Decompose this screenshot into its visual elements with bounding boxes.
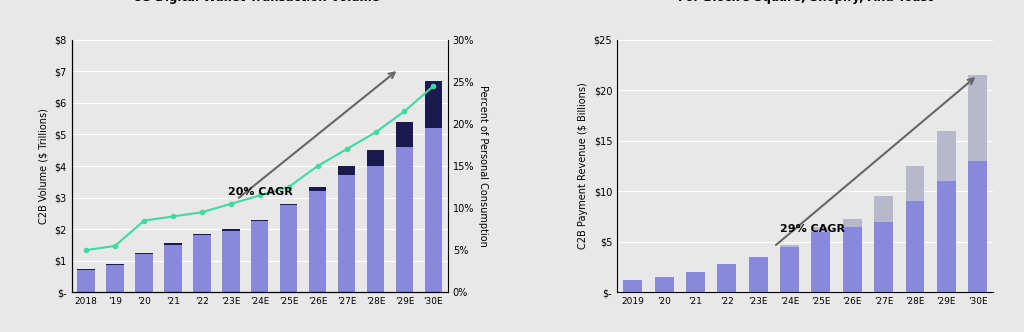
Bar <box>280 204 297 206</box>
Bar <box>78 269 95 270</box>
Bar <box>718 264 736 292</box>
Bar <box>251 221 268 292</box>
Bar <box>194 235 211 292</box>
Bar <box>843 226 861 292</box>
Bar <box>654 277 674 292</box>
Bar <box>425 128 442 292</box>
Bar <box>164 243 181 245</box>
Bar <box>106 265 124 292</box>
Bar <box>811 226 830 232</box>
Bar <box>106 264 124 265</box>
Bar <box>367 150 384 166</box>
Bar <box>749 257 768 292</box>
Bar <box>969 75 987 161</box>
Bar <box>309 187 327 191</box>
Bar <box>937 131 955 181</box>
Bar <box>905 201 925 292</box>
Bar <box>969 161 987 292</box>
Bar <box>338 166 355 175</box>
Bar <box>222 229 240 231</box>
Text: 20% CAGR: 20% CAGR <box>228 188 293 198</box>
Bar <box>874 221 893 292</box>
Bar <box>686 272 705 292</box>
Bar <box>624 280 642 292</box>
Bar <box>164 245 181 292</box>
Bar <box>367 166 384 292</box>
Bar <box>78 270 95 292</box>
Title: US Payment Revenue
For Block's Square, Shopify, And Toast: US Payment Revenue For Block's Square, S… <box>678 0 933 4</box>
Bar <box>309 191 327 292</box>
Bar <box>395 122 413 147</box>
Bar <box>194 234 211 235</box>
Bar <box>280 206 297 292</box>
Y-axis label: C2B Volume ($ Trillions): C2B Volume ($ Trillions) <box>39 108 49 224</box>
Bar <box>811 232 830 292</box>
Bar <box>937 181 955 292</box>
Bar <box>395 147 413 292</box>
Text: 29% CAGR: 29% CAGR <box>780 224 845 234</box>
Bar <box>251 220 268 221</box>
Bar <box>135 253 153 254</box>
Bar <box>338 175 355 292</box>
Bar <box>905 166 925 201</box>
Bar <box>425 81 442 128</box>
Y-axis label: Percent of Personal Consumption: Percent of Personal Consumption <box>478 85 488 247</box>
Bar <box>843 219 861 226</box>
Bar <box>780 245 799 247</box>
Bar <box>135 254 153 292</box>
Bar <box>780 247 799 292</box>
Y-axis label: C2B Payment Revenue ($ Billions): C2B Payment Revenue ($ Billions) <box>579 83 588 249</box>
Bar <box>874 196 893 221</box>
Title: US Digital Wallet Transaction Volume*: US Digital Wallet Transaction Volume* <box>133 0 386 4</box>
Bar <box>222 231 240 292</box>
